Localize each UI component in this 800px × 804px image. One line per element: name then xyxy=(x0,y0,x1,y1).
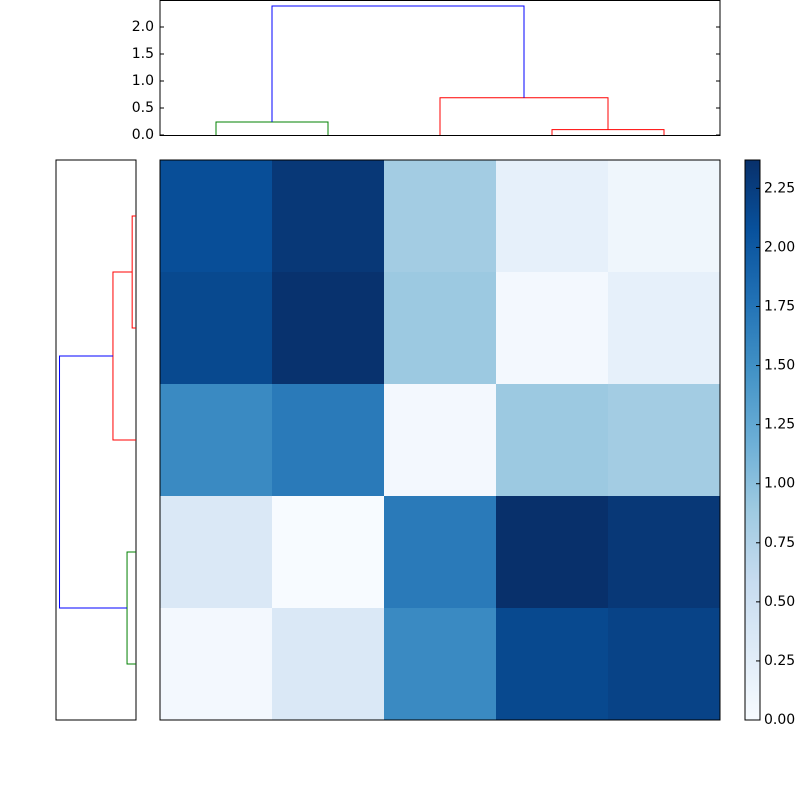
colorbar-tick-label: 0.50 xyxy=(764,594,795,610)
dendrogram-link xyxy=(551,129,665,135)
y-tick-label: 1.5 xyxy=(132,46,154,62)
colorbar-tick-label: 1.50 xyxy=(764,358,795,374)
heatmap-cell xyxy=(608,272,721,385)
colorbar-tick-label: 1.00 xyxy=(764,476,795,492)
heatmap-cell xyxy=(608,384,721,497)
dendrogram-link xyxy=(271,5,525,123)
heatmap-cell xyxy=(496,608,609,721)
colorbar-tick-label: 0.75 xyxy=(764,535,795,551)
dendrogram-link xyxy=(59,355,128,609)
dendrogram-link xyxy=(131,215,136,329)
heatmap-cell xyxy=(496,160,609,273)
heatmap-cell xyxy=(496,384,609,497)
y-tick-label: 1.0 xyxy=(132,73,154,89)
heatmap-cell xyxy=(608,160,721,273)
heatmap-cell xyxy=(384,272,497,385)
heatmap-cell xyxy=(272,272,385,385)
colorbar-tick-label: 1.75 xyxy=(764,298,795,314)
heatmap-cell xyxy=(160,160,273,273)
colorbar-tick-label: 0.25 xyxy=(764,653,795,669)
colorbar-tick-label: 2.00 xyxy=(764,239,795,255)
heatmap-cell xyxy=(272,160,385,273)
heatmap-cell xyxy=(384,496,497,609)
heatmap-cell xyxy=(384,384,497,497)
heatmap-cell xyxy=(160,496,273,609)
col-dendrogram-frame xyxy=(159,0,721,136)
dendrogram-link xyxy=(126,551,136,665)
heatmap-cell xyxy=(496,496,609,609)
dendrogram-link xyxy=(215,121,329,135)
heatmap-cell xyxy=(384,608,497,721)
heatmap-cell xyxy=(272,384,385,497)
heatmap-cell xyxy=(496,272,609,385)
heatmap-cell xyxy=(608,608,721,721)
colorbar xyxy=(744,159,761,721)
colorbar-tick-label: 2.25 xyxy=(764,180,795,196)
colorbar-tick-label: 1.25 xyxy=(764,417,795,433)
heatmap-frame xyxy=(159,159,721,721)
heatmap-cell xyxy=(272,496,385,609)
heatmap-cell xyxy=(160,608,273,721)
y-tick-label: 0.5 xyxy=(132,100,154,116)
y-tick-label: 0.0 xyxy=(132,127,154,143)
heatmap-cell xyxy=(160,272,273,385)
colorbar-tick-label: 0.00 xyxy=(764,712,795,728)
y-tick-label: 2.0 xyxy=(132,19,154,35)
heatmap-cell xyxy=(160,384,273,497)
heatmap-cell xyxy=(384,160,497,273)
heatmap-cell xyxy=(272,608,385,721)
heatmap-cell xyxy=(608,496,721,609)
